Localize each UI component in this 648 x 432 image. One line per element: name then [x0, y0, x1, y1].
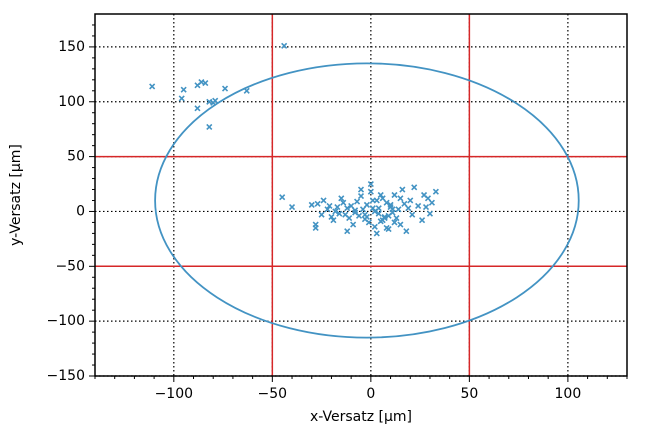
point	[353, 198, 361, 205]
point	[373, 230, 380, 237]
point	[326, 202, 333, 210]
point	[350, 221, 357, 228]
point	[338, 195, 345, 202]
point	[314, 200, 321, 207]
y-tick-label: −150	[47, 368, 85, 384]
x-axis-label: x-Versatz [μm]	[310, 409, 412, 425]
x-tick-label: −100	[155, 386, 193, 402]
point	[367, 188, 374, 195]
point	[332, 208, 339, 215]
point	[288, 204, 296, 211]
point	[383, 224, 390, 231]
plot-frame	[94, 13, 628, 377]
point	[212, 97, 219, 104]
point	[308, 201, 315, 208]
point	[405, 205, 412, 212]
x-tick-label: −50	[258, 386, 288, 402]
point	[377, 191, 384, 199]
point	[198, 78, 205, 86]
point	[202, 80, 209, 87]
point	[385, 212, 392, 219]
point	[340, 199, 347, 206]
point	[344, 205, 351, 212]
point	[357, 193, 365, 200]
point	[428, 199, 435, 206]
point	[365, 219, 372, 226]
point	[375, 210, 382, 217]
point	[391, 219, 398, 226]
point	[357, 186, 365, 193]
point	[346, 214, 353, 222]
y-tick-label: −50	[55, 258, 85, 274]
point	[419, 217, 426, 224]
y-tick-label: 0	[76, 203, 85, 219]
point	[206, 123, 213, 131]
point	[375, 205, 382, 212]
point	[279, 194, 286, 201]
point	[393, 214, 400, 222]
y-tick-label: −100	[47, 313, 85, 329]
y-axis-label: y-Versatz [μm]	[8, 144, 24, 246]
point	[194, 105, 201, 112]
point	[320, 197, 327, 204]
x-tick-label: 0	[366, 386, 375, 402]
point	[206, 98, 213, 105]
y-tick-label: 100	[58, 94, 85, 110]
point	[328, 213, 335, 221]
point	[336, 210, 343, 217]
point	[432, 188, 439, 195]
ellipse	[154, 62, 580, 339]
point	[344, 228, 351, 235]
point	[318, 211, 325, 218]
point	[149, 83, 156, 90]
point	[367, 180, 374, 188]
point	[397, 221, 404, 228]
point	[395, 206, 402, 213]
point	[361, 211, 369, 218]
point	[397, 195, 404, 202]
point	[381, 214, 388, 222]
point	[371, 223, 378, 230]
point	[415, 202, 422, 210]
point	[369, 205, 376, 212]
point	[243, 87, 250, 94]
point	[363, 201, 370, 208]
point	[221, 85, 229, 92]
point	[391, 191, 398, 199]
point	[352, 207, 359, 214]
point	[422, 204, 430, 211]
point	[411, 184, 418, 191]
x-tick-label: 100	[555, 386, 582, 402]
point	[369, 197, 376, 204]
point	[312, 221, 319, 228]
point	[330, 217, 337, 224]
point	[409, 211, 416, 218]
point	[407, 197, 414, 204]
point	[387, 201, 394, 208]
point	[178, 95, 185, 102]
point	[281, 42, 288, 49]
point	[399, 186, 406, 193]
point	[180, 86, 187, 93]
point	[352, 209, 359, 216]
point	[389, 206, 396, 213]
y-tick-label: 150	[58, 39, 85, 55]
point	[426, 210, 434, 217]
x-tick-label: 50	[460, 386, 478, 402]
y-tick-label: 50	[67, 149, 85, 165]
point	[324, 206, 331, 213]
point	[403, 228, 410, 235]
point	[334, 204, 341, 211]
